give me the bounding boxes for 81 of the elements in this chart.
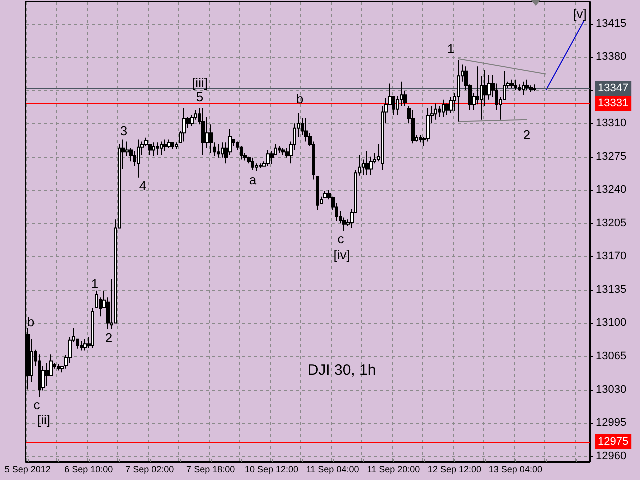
- candlestick: [182, 108, 186, 142]
- y-tick-label: 13170: [596, 250, 627, 263]
- x-tick-label: 7 Sep 18:00: [186, 464, 236, 474]
- candlestick: [281, 148, 285, 156]
- candlestick: [525, 79, 529, 91]
- candlestick: [316, 176, 319, 211]
- y-tick-label: 12995: [596, 417, 627, 430]
- annotation: b: [296, 92, 304, 106]
- candlestick: [518, 84, 521, 92]
- ref-line-label: 13347: [598, 82, 629, 94]
- candlestick: [426, 108, 430, 142]
- text: DJI 30, 1h: [308, 362, 376, 379]
- candlestick: [449, 96, 453, 114]
- candlestick: [514, 79, 517, 91]
- candlestick: [411, 110, 415, 144]
- candlestick: [38, 354, 41, 398]
- candlestick: [522, 81, 525, 96]
- candlestick: [137, 139, 140, 178]
- ref-line-label: 12975: [598, 436, 629, 448]
- annotation: 2: [105, 330, 113, 346]
- candlestick: [510, 79, 514, 89]
- ref-line-label: 13331: [598, 98, 629, 110]
- x-tick-label: 12 Sep 12:00: [428, 464, 482, 474]
- annotation: 3: [120, 124, 128, 138]
- candlestick: [91, 308, 94, 348]
- annotation: c: [338, 232, 345, 246]
- candlestick: [175, 142, 178, 150]
- y-tick-label: 13310: [596, 118, 627, 130]
- candlestick: [419, 134, 422, 144]
- candlestick: [57, 364, 60, 372]
- candlestick: [160, 141, 163, 156]
- annotation: 2: [523, 128, 531, 142]
- candlestick: [457, 59, 460, 122]
- candlestick: [434, 103, 437, 120]
- x-tick-label: 10 Sep 12:00: [245, 464, 299, 474]
- candlestick: [259, 163, 262, 169]
- candlestick: [201, 108, 205, 156]
- candlestick: [533, 84, 536, 92]
- y-tick-label: 13100: [596, 317, 627, 330]
- candlestick: [240, 146, 243, 160]
- y-tick-label: 13205: [596, 217, 627, 230]
- annotation: b: [27, 314, 35, 330]
- annotation: 4: [139, 178, 147, 194]
- candlestick: [266, 150, 270, 167]
- candlestick: [163, 139, 167, 152]
- annotation: c: [34, 398, 41, 412]
- candlestick: [251, 157, 254, 171]
- annotation: [ii]: [38, 412, 50, 428]
- candlestick: [171, 142, 174, 150]
- candlestick: [304, 117, 308, 142]
- candlestick: [190, 114, 194, 128]
- y-tick-label: 12960: [596, 450, 627, 462]
- candlestick: [217, 144, 220, 158]
- candlestick: [365, 150, 369, 176]
- x-tick-label: 13 Sep 04:00: [488, 464, 542, 474]
- annotation: 5: [196, 90, 204, 104]
- annotation: 1: [91, 276, 99, 292]
- y-tick-label: 13065: [596, 350, 627, 363]
- y-tick-label: 13135: [596, 284, 627, 296]
- candlestick: [167, 139, 171, 149]
- annotation: 1: [447, 42, 455, 56]
- annotation: [iv]: [334, 248, 350, 262]
- y-tick-label: 13380: [596, 51, 627, 64]
- candlestick: [156, 142, 159, 156]
- candlestick: [152, 142, 155, 156]
- x-tick-label: 11 Sep 04:00: [306, 464, 360, 474]
- x-tick-label: 5 Sep 2012: [4, 464, 51, 474]
- y-tick-label: 13240: [596, 184, 627, 196]
- annotation: a: [249, 172, 258, 188]
- x-tick-label: 6 Sep 10:00: [64, 464, 114, 474]
- candlestick: [278, 146, 281, 154]
- x-tick-label: 11 Sep 20:00: [367, 464, 420, 474]
- candlestick: [442, 99, 445, 118]
- annotation: [iii]: [192, 76, 208, 90]
- y-tick-label: 13030: [596, 384, 627, 396]
- candlestick: [80, 340, 83, 352]
- x-tick-label: 7 Sep 02:00: [126, 464, 174, 474]
- candlestick: [83, 338, 87, 352]
- y-tick-label: 13415: [596, 18, 627, 30]
- y-tick-label: 13275: [596, 150, 627, 163]
- annotation: [v]: [573, 6, 587, 22]
